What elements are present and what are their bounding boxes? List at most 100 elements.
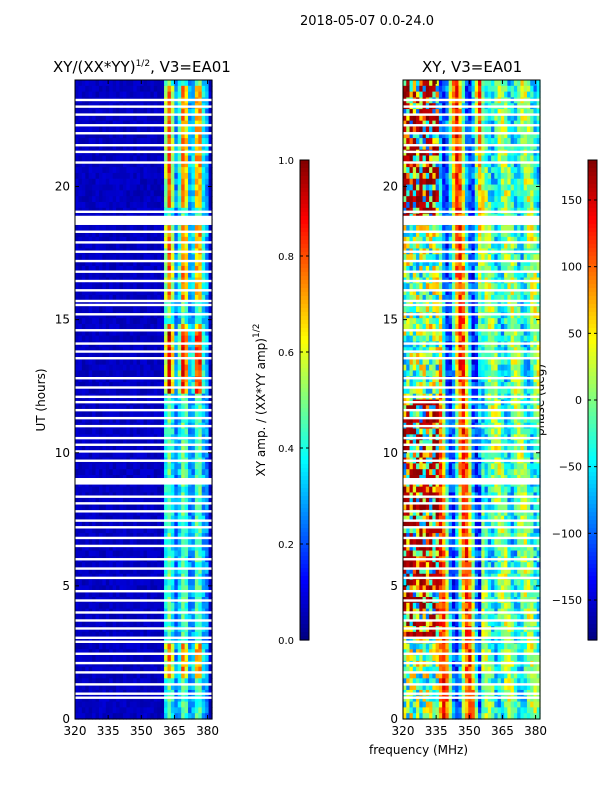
amp-cell	[208, 672, 213, 679]
amp-cell	[133, 387, 138, 395]
amp-cell	[184, 120, 189, 128]
amp-cell	[177, 155, 182, 162]
phase-cell	[487, 109, 492, 116]
amp-cell	[191, 585, 196, 592]
phase-cell	[458, 155, 463, 162]
amp-cell	[109, 538, 114, 546]
amp-cell	[75, 707, 80, 714]
amp-cell	[177, 143, 182, 151]
amp-cell	[157, 509, 162, 517]
amp-cell	[181, 416, 186, 424]
amp-cell	[164, 376, 169, 383]
amp-cell	[98, 562, 103, 569]
amp-cell	[81, 161, 86, 168]
amp-cell	[184, 132, 189, 139]
amp-cell	[129, 695, 134, 703]
amp-cell	[75, 120, 80, 128]
amp-cell	[164, 294, 169, 302]
phase-cell	[520, 132, 525, 139]
amp-cell	[102, 527, 107, 534]
amp-cell	[102, 655, 107, 662]
amp-cell	[153, 376, 158, 383]
phase-cell	[448, 80, 453, 87]
amp-cell	[177, 509, 182, 517]
amp-cell	[153, 655, 158, 662]
amp-cell	[194, 538, 199, 546]
amp-cell	[146, 260, 151, 267]
amp-cell	[105, 190, 110, 197]
amp-cell	[95, 504, 100, 511]
amp-cell	[146, 201, 151, 209]
amp-cell	[129, 254, 134, 261]
phase-cell	[494, 85, 499, 93]
amp-cell	[177, 521, 182, 528]
phase-cell	[517, 138, 522, 145]
amp-cell	[143, 498, 148, 505]
amp-cell	[150, 335, 155, 343]
amp-cell	[85, 91, 90, 99]
amp-cell	[122, 91, 127, 99]
amp-cell	[92, 451, 97, 459]
amp-cell	[92, 672, 97, 679]
amp-cell	[205, 567, 210, 575]
amp-cell	[129, 178, 134, 186]
amp-cell	[174, 201, 179, 209]
phase-cell	[487, 120, 492, 128]
amp-cell	[194, 655, 199, 662]
amp-cell	[146, 428, 151, 435]
amp-cell	[92, 440, 97, 447]
amp-cell	[109, 196, 114, 203]
amp-cell	[88, 544, 93, 552]
amp-cell	[78, 289, 83, 296]
amp-cell	[92, 707, 97, 714]
amp-cell	[102, 509, 107, 517]
amp-cell	[143, 178, 148, 186]
amp-cell	[129, 614, 134, 621]
amp-cell	[119, 411, 124, 418]
amp-cell	[146, 242, 151, 250]
amp-cell	[126, 695, 131, 703]
amp-cell	[98, 544, 103, 552]
amp-cell	[153, 678, 158, 685]
amp-cell	[181, 236, 186, 244]
amp-cell	[85, 567, 90, 575]
amp-cell	[81, 306, 86, 313]
phase-cell	[432, 85, 437, 93]
amp-cell	[198, 428, 203, 435]
amp-cell	[205, 283, 210, 290]
amp-cell	[126, 312, 131, 319]
amp-cell	[109, 416, 114, 424]
amp-cell	[98, 620, 103, 627]
phase-cell	[458, 143, 463, 151]
amp-cell	[136, 707, 141, 714]
amp-cell	[177, 376, 182, 383]
amp-cell	[105, 126, 110, 133]
amp-cell	[181, 382, 186, 389]
phase-cell	[510, 143, 515, 151]
amp-cell	[136, 614, 141, 621]
amp-cell	[157, 527, 162, 534]
amp-cell	[129, 544, 134, 552]
phase-cell	[419, 114, 424, 122]
amp-cell	[122, 265, 127, 273]
amp-cell	[102, 260, 107, 267]
amp-cell	[194, 486, 199, 494]
amp-cell	[146, 602, 151, 610]
amp-cell	[191, 509, 196, 517]
phase-cell	[517, 132, 522, 139]
phase-cell	[412, 143, 417, 151]
amp-cell	[157, 411, 162, 418]
amp-cell	[201, 451, 206, 459]
amp-cell	[191, 254, 196, 261]
amp-heatmap	[75, 80, 213, 720]
amp-cell	[109, 329, 114, 337]
amp-cell	[160, 306, 165, 313]
amp-cell	[122, 370, 127, 377]
amp-cell	[177, 265, 182, 273]
amp-cell	[136, 329, 141, 337]
amp-cell	[81, 550, 86, 557]
amp-cell	[167, 335, 172, 343]
amp-cell	[95, 527, 100, 534]
amp-cell	[109, 469, 114, 476]
amp-cell	[201, 469, 206, 476]
